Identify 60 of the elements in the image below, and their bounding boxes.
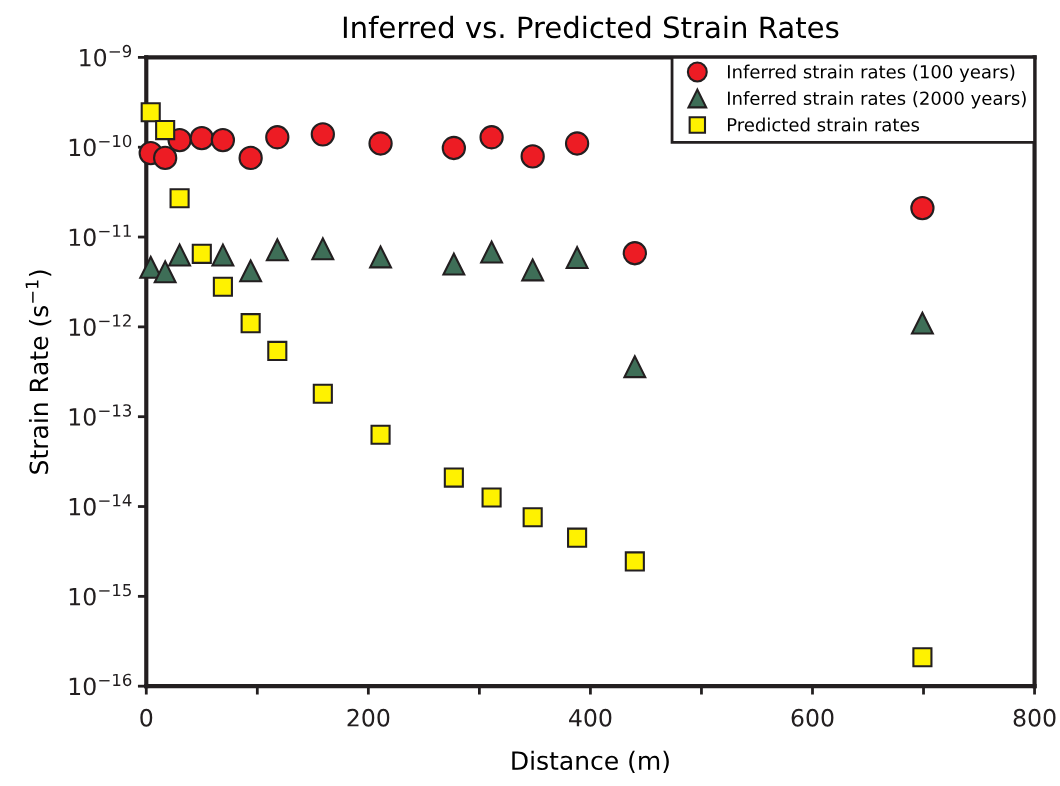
x-tick-label: 200: [347, 708, 390, 727]
chart-title: Inferred vs. Predicted Strain Rates: [343, 15, 839, 39]
legend-label: Inferred strain rates (2000 years): [727, 91, 1026, 109]
y-tick-label: 10$^{−15}$: [69, 584, 131, 606]
point: [370, 424, 391, 445]
point: [369, 245, 393, 269]
x-tick-label: 400: [569, 708, 612, 727]
y-tick-label: 10$^{−13}$: [69, 404, 132, 426]
point: [191, 243, 212, 264]
point: [153, 260, 177, 284]
x-axis-title: Distance (m): [512, 750, 669, 773]
point: [442, 252, 466, 276]
point: [481, 487, 502, 508]
point: [153, 145, 178, 171]
point: [480, 240, 504, 264]
y-tick-label: 10$^{−12}$: [69, 314, 131, 336]
point: [189, 126, 214, 151]
point: [910, 195, 935, 221]
point: [265, 125, 290, 150]
point: [443, 467, 464, 488]
point: [624, 551, 645, 572]
point: [312, 383, 333, 404]
point: [311, 237, 335, 261]
point: [567, 527, 588, 548]
point: [912, 647, 933, 668]
point: [267, 340, 288, 361]
point: [522, 507, 543, 528]
y-tick-label: 10$^{−10}$: [69, 134, 132, 157]
point: [212, 276, 233, 297]
x-tick-label: 600: [791, 708, 834, 727]
point: [140, 102, 161, 123]
legend-label: Inferred strain rates (100 years): [727, 64, 1015, 83]
point: [479, 125, 504, 150]
point: [168, 243, 192, 267]
point: [368, 131, 393, 156]
point: [211, 243, 235, 267]
y-tick-label: 10$^{−9}$: [80, 44, 132, 67]
point: [521, 258, 545, 282]
point: [240, 313, 261, 334]
point: [239, 259, 263, 283]
point: [520, 144, 545, 169]
point: [310, 122, 335, 147]
point: [564, 131, 590, 156]
point: [910, 311, 934, 335]
point: [441, 135, 466, 161]
point: [169, 188, 190, 209]
point: [155, 120, 176, 141]
point: [623, 355, 647, 379]
point: [622, 241, 647, 266]
x-tick-label: 800: [1013, 708, 1056, 727]
y-axis-title: Strain Rate (s$^{−1}$): [25, 270, 52, 474]
y-tick-label: 10$^{−11}$: [69, 224, 131, 247]
y-tick-label: 10$^{−16}$: [69, 673, 132, 696]
point: [210, 127, 236, 153]
point: [238, 145, 263, 171]
legend-label: Predicted strain rates: [727, 117, 920, 132]
point: [265, 238, 289, 262]
y-tick-label: 10$^{−14}$: [69, 494, 132, 516]
point: [565, 246, 589, 270]
x-tick-label: 0: [140, 708, 153, 727]
